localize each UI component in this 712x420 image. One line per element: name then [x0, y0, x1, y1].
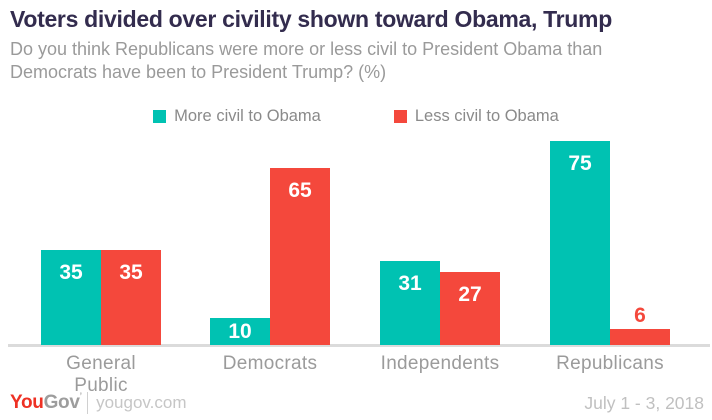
legend-swatch-red-icon — [393, 110, 407, 123]
bar-general-public-less-civil-to-obama — [101, 250, 161, 345]
legend-item-less-civil: Less civil to Obama — [393, 107, 559, 126]
legend-label-less-civil: Less civil to Obama — [414, 107, 559, 125]
x-axis-label-democrats: Democrats — [222, 353, 318, 374]
bar-general-public-more-civil-to-obama — [41, 250, 101, 345]
bar-republicans-less-civil-to-obama — [610, 329, 670, 345]
bar-independents-less-civil-to-obama — [440, 272, 500, 345]
logo-gov-text: Gov — [43, 392, 80, 413]
legend-label-more-civil: More civil to Obama — [174, 107, 321, 125]
bar-democrats-more-civil-to-obama — [210, 318, 270, 345]
chart-title: Voters divided over civility shown towar… — [10, 6, 612, 32]
logo-trademark: ’ — [79, 391, 83, 403]
bar-value-general-public-more-civil-to-obama: 35 — [59, 261, 83, 284]
x-axis-label-republicans: Republicans — [556, 353, 664, 374]
legend: More civil to Obama Less civil to Obama — [0, 107, 712, 126]
legend-swatch-teal-icon — [153, 110, 167, 123]
logo-website-text: yougov.com — [96, 393, 187, 412]
bar-republicans-more-civil-to-obama — [550, 141, 610, 345]
bar-value-independents-less-civil-to-obama: 27 — [458, 283, 482, 306]
bar-value-democrats-more-civil-to-obama: 10 — [228, 320, 252, 343]
yougov-logo: You Gov’ yougov.com — [10, 392, 187, 414]
bar-value-democrats-less-civil-to-obama: 65 — [288, 179, 312, 202]
footer: You Gov’ yougov.com July 1 - 3, 2018 — [10, 390, 704, 416]
date-range: July 1 - 3, 2018 — [584, 392, 704, 413]
chart-subtitle: Do you think Republicans were more or le… — [10, 38, 602, 84]
logo-you-text: You — [10, 392, 44, 413]
subtitle-line-2: Democrats have been to President Trump? … — [10, 62, 387, 82]
legend-item-more-civil: More civil to Obama — [153, 107, 321, 126]
bar-value-independents-more-civil-to-obama: 31 — [398, 272, 422, 295]
bar-independents-more-civil-to-obama — [380, 261, 440, 345]
subtitle-line-1: Do you think Republicans were more or le… — [10, 39, 603, 59]
bar-value-republicans-less-civil-to-obama: 6 — [634, 304, 646, 327]
logo-divider — [87, 392, 89, 414]
bar-value-general-public-less-civil-to-obama: 35 — [119, 261, 143, 284]
x-axis-line — [8, 344, 710, 347]
x-axis-label-independents: Independents — [380, 353, 500, 374]
x-axis-label-general-public: General Public — [66, 353, 136, 396]
bar-value-republicans-more-civil-to-obama: 75 — [568, 152, 592, 175]
bar-democrats-less-civil-to-obama — [270, 168, 330, 345]
